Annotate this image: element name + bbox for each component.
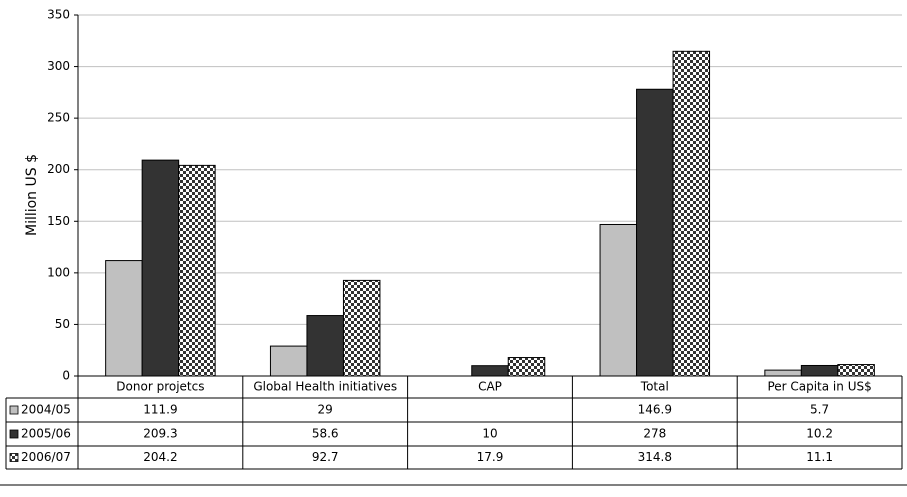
table-value: 111.9 [143,403,177,417]
y-tick-label: 300 [47,59,70,73]
table-value: 11.1 [806,450,833,464]
bar [105,260,143,377]
bar [507,357,546,377]
y-tick-label: 350 [47,8,70,22]
legend-key [9,405,19,415]
bar [599,223,638,377]
table-value: 278 [643,427,666,441]
table-value: 92.7 [312,450,339,464]
table-value: 146.9 [638,403,672,417]
bar [764,369,802,377]
y-tick-label: 50 [55,317,70,331]
bar [178,164,216,377]
bar [342,279,381,377]
bar [837,364,875,377]
bar [269,345,308,377]
x-tick-label: Donor projetcs [116,380,204,394]
table-value: 204.2 [143,450,177,464]
y-tick-label: 100 [47,265,70,279]
bar [800,364,839,377]
bar [141,159,180,377]
y-tick-label: 150 [47,214,70,228]
legend-key [9,429,19,439]
table-value: 17.9 [477,450,504,464]
legend-label: 2005/06 [21,427,71,441]
y-tick-label: 0 [62,369,70,383]
bar [306,315,344,377]
bar [636,88,674,377]
table-value: 58.6 [312,427,339,441]
table-value: 209.3 [143,427,177,441]
legend-label: 2006/07 [21,450,71,464]
legend-key [9,453,19,462]
y-axis-label: Million US $ [24,154,40,236]
x-tick-label: Global Health initiatives [253,380,397,394]
bar [672,50,711,377]
table-value: 314.8 [638,450,672,464]
legend-label: 2004/05 [21,403,71,417]
y-tick-label: 250 [47,111,70,125]
y-tick-label: 200 [47,162,70,176]
x-tick-label: Total [640,380,669,394]
bar [471,365,509,377]
table-value: 5.7 [810,403,829,417]
table-value: 29 [318,403,333,417]
table-value: 10 [482,427,497,441]
table-value: 10.2 [806,427,833,441]
x-tick-label: CAP [478,380,502,394]
x-tick-label: Per Capita in US$ [767,380,871,394]
